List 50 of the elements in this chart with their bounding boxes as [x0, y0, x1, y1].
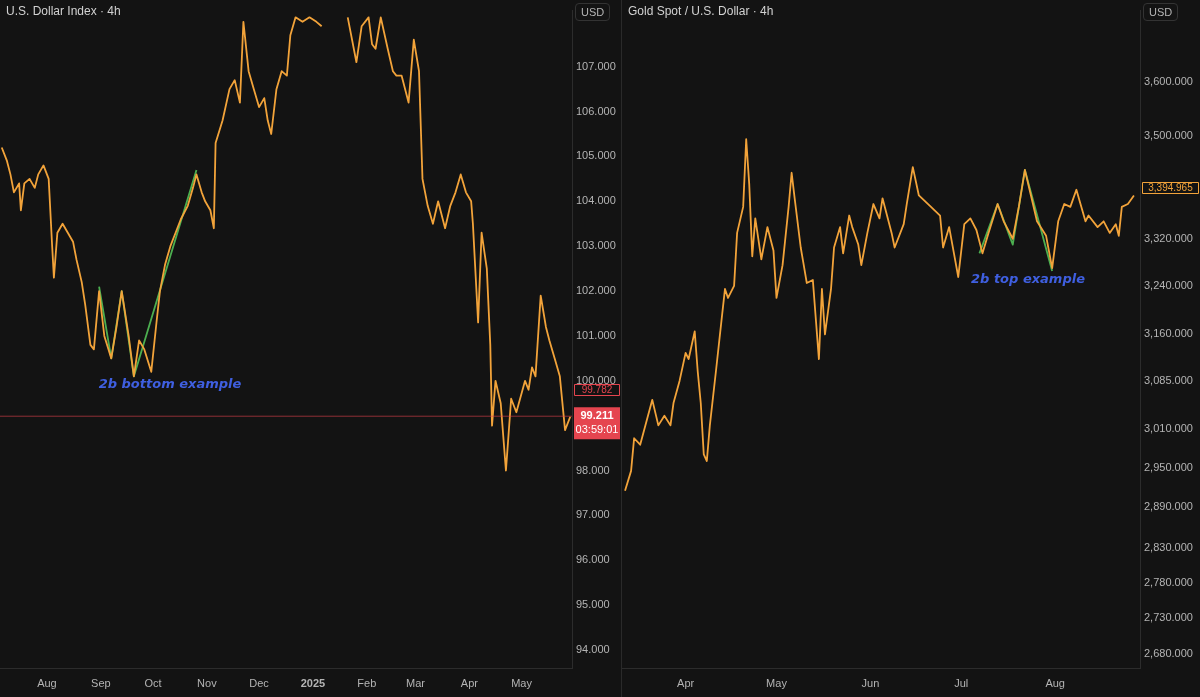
y-tick-label: 101.000: [576, 328, 616, 341]
y-tick-label: 3,010.000: [1144, 421, 1193, 434]
x-tick-label: Mar: [406, 676, 426, 689]
y-axis-title: USD: [575, 3, 611, 21]
y-tick-label: 97.000: [576, 508, 610, 521]
x-tick-label: Feb: [357, 676, 377, 689]
y-tick-label: 2,780.000: [1144, 575, 1193, 588]
y-tick-label: 2,950.000: [1144, 460, 1193, 473]
x-tick-label: Aug: [1045, 676, 1065, 689]
y-tick-label: 2,830.000: [1144, 541, 1193, 554]
y-tick-label: 3,600.000: [1144, 74, 1193, 87]
y-tick-label: 3,320.000: [1144, 231, 1193, 244]
y-tick-label: 106.000: [576, 104, 616, 117]
annotation: 2b top example: [971, 271, 1086, 287]
x-tick-label: Nov: [197, 676, 218, 689]
ref-line-label: 99.211 03:59:01: [575, 409, 619, 436]
y-tick-label: 3,240.000: [1144, 279, 1193, 291]
y-tick-label: 100.000: [576, 373, 616, 386]
chart-title: Gold Spot / U.S. Dollar · 4h: [628, 4, 774, 18]
text: 3,394.965: [1148, 182, 1194, 194]
x-tick-label: Jul: [954, 676, 969, 689]
y-tick-label: 96.000: [576, 553, 610, 566]
y-tick-label: 104.000: [576, 194, 616, 207]
y-tick-label: 105.000: [576, 149, 616, 162]
y-tick-label: 3,160.000: [1144, 327, 1193, 340]
x-tick-label: Oct: [144, 676, 162, 689]
text: 99.782: [581, 384, 613, 396]
x-tick-label: Jun: [861, 676, 880, 689]
x-tick-label: May: [511, 676, 533, 689]
x-tick-label: Dec: [249, 676, 270, 689]
annotation: 2b bottom example: [98, 376, 242, 392]
x-tick-label: May: [766, 676, 788, 689]
y-tick-label: 95.000: [576, 598, 610, 611]
y-tick-label: 2,680.000: [1144, 646, 1193, 659]
x-tick-label: Sep: [91, 676, 111, 689]
x-tick-label: Apr: [460, 676, 479, 689]
y-tick-label: 103.000: [576, 239, 616, 252]
x-tick-label: Apr: [677, 676, 695, 689]
y-tick-label: 102.000: [576, 284, 616, 297]
y-tick-label: 107.000: [576, 59, 616, 72]
y-axis-title: USD: [1143, 3, 1179, 21]
y-tick-label: 98.000: [576, 463, 610, 476]
y-tick-label: 3,085.000: [1144, 373, 1193, 386]
y-tick-label: 94.000: [576, 643, 610, 656]
y-tick-label: 2,730.000: [1144, 610, 1193, 623]
chart-title: U.S. Dollar Index · 4h: [6, 4, 121, 18]
y-tick-label: 3,500.000: [1144, 129, 1193, 142]
y-tick-label: 2,890.000: [1144, 500, 1193, 513]
x-tick-label: Aug: [37, 676, 57, 689]
x-tick-label: 2025: [300, 676, 326, 689]
